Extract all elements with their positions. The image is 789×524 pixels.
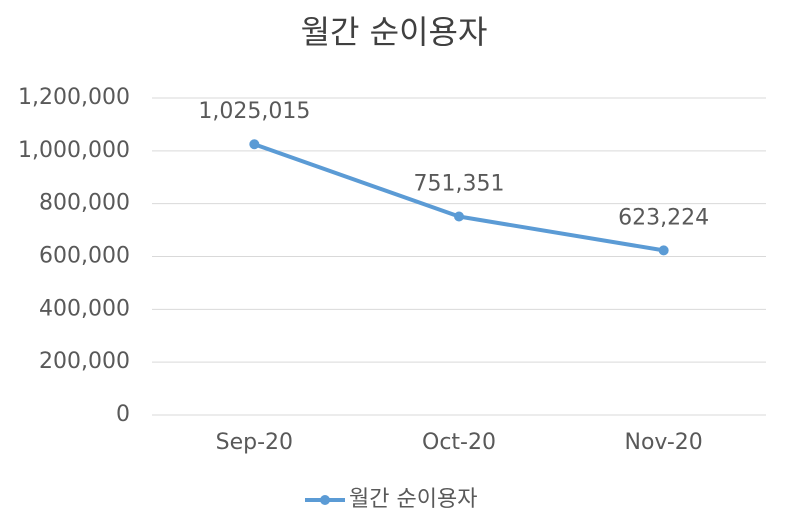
y-tick-label: 200,000 — [39, 349, 130, 374]
marker — [454, 211, 464, 222]
data-label: 623,224 — [618, 205, 709, 230]
marker — [658, 245, 669, 256]
legend-label: 월간 순이용자 — [349, 487, 477, 512]
legend-marker — [320, 495, 330, 505]
y-tick-label: 1,000,000 — [18, 138, 130, 163]
data-label: 751,351 — [414, 172, 505, 197]
y-tick-label: 0 — [116, 402, 130, 427]
chart-title: 월간 순이용자 — [301, 13, 488, 51]
x-tick-label: Nov-20 — [625, 430, 703, 455]
y-tick-label: 800,000 — [39, 191, 130, 216]
x-tick-label: Sep-20 — [216, 430, 293, 455]
data-label: 1,025,015 — [198, 99, 310, 124]
y-tick-label: 1,200,000 — [18, 85, 130, 110]
marker — [249, 139, 260, 150]
y-tick-label: 600,000 — [39, 244, 130, 269]
y-tick-label: 400,000 — [39, 296, 130, 321]
x-tick-label: Oct-20 — [422, 430, 496, 455]
